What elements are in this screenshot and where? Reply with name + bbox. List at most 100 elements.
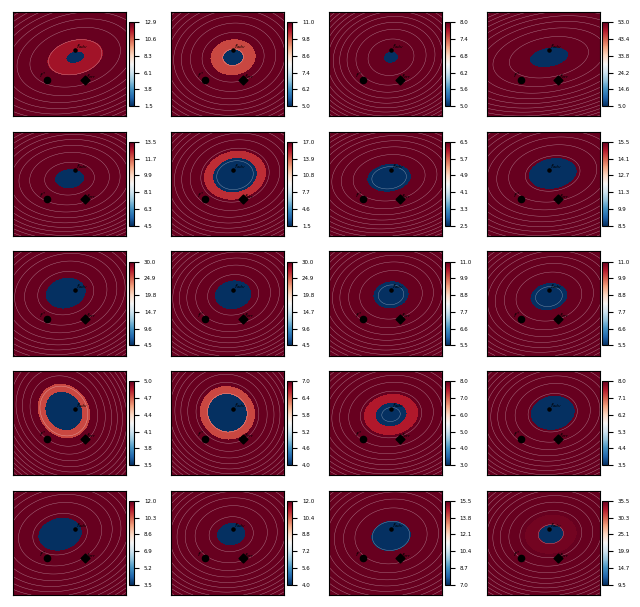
Text: $f_{adv}$: $f_{adv}$ [392,402,404,410]
Point [237,195,248,205]
Point [553,195,563,205]
Point [544,524,554,534]
Text: $f_{err}$: $f_{err}$ [401,551,412,560]
Point [228,524,238,534]
Text: $f_{err}$: $f_{err}$ [86,551,97,560]
Text: $f_{err}$: $f_{err}$ [401,311,412,320]
Text: $f_{adv}$: $f_{adv}$ [234,42,246,52]
Point [79,434,90,444]
Point [237,75,248,84]
Text: $f^*$: $f^*$ [513,549,520,559]
Text: $f_{adv}$: $f_{adv}$ [550,162,562,171]
Point [70,404,80,414]
Text: $f_{adv}$: $f_{adv}$ [234,521,246,530]
Point [396,75,406,84]
Point [544,165,554,175]
Point [358,75,368,84]
Text: $f_{err}$: $f_{err}$ [86,431,97,440]
Text: $f^*$: $f^*$ [39,549,47,559]
Point [228,46,238,55]
Point [70,46,80,55]
Text: $f_{err}$: $f_{err}$ [86,311,97,320]
Text: $f_{adv}$: $f_{adv}$ [550,402,562,410]
Text: $f^*$: $f^*$ [39,71,47,80]
Text: $f_{err}$: $f_{err}$ [401,192,412,200]
Point [42,195,52,205]
Point [42,554,52,563]
Point [79,75,90,84]
Text: $f_{adv}$: $f_{adv}$ [550,282,562,291]
Point [200,554,210,563]
Point [515,554,525,563]
Point [237,314,248,324]
Point [228,165,238,175]
Text: $f_{adv}$: $f_{adv}$ [76,521,88,530]
Point [237,554,248,563]
Point [42,75,52,84]
Text: $f^*$: $f^*$ [197,71,205,80]
Text: $f_{err}$: $f_{err}$ [243,72,254,81]
Point [386,285,396,294]
Point [42,314,52,324]
Point [544,46,554,55]
Text: $f_{err}$: $f_{err}$ [243,551,254,560]
Text: $f_{adv}$: $f_{adv}$ [550,42,562,52]
Point [386,46,396,55]
Point [358,434,368,444]
Point [515,314,525,324]
Point [200,195,210,205]
Point [515,195,525,205]
Point [553,75,563,84]
Point [553,314,563,324]
Text: $f_{adv}$: $f_{adv}$ [550,521,562,530]
Text: $f^*$: $f^*$ [39,191,47,200]
Point [79,195,90,205]
Text: $f_{err}$: $f_{err}$ [559,551,570,560]
Text: $f^*$: $f^*$ [39,430,47,439]
Text: $f_{adv}$: $f_{adv}$ [392,42,404,52]
Point [228,285,238,294]
Text: $f_{err}$: $f_{err}$ [243,311,254,320]
Text: $f_{err}$: $f_{err}$ [559,431,570,440]
Point [358,554,368,563]
Text: $f_{adv}$: $f_{adv}$ [234,282,246,291]
Text: $f_{adv}$: $f_{adv}$ [76,42,88,52]
Point [553,554,563,563]
Text: $f^*$: $f^*$ [513,430,520,439]
Text: $f^*$: $f^*$ [355,310,363,319]
Text: $f_{err}$: $f_{err}$ [243,192,254,200]
Text: $f_{err}$: $f_{err}$ [86,72,97,81]
Text: $f^*$: $f^*$ [197,310,205,319]
Point [386,404,396,414]
Point [237,434,248,444]
Text: $f_{adv}$: $f_{adv}$ [234,162,246,171]
Point [358,314,368,324]
Text: $f_{err}$: $f_{err}$ [559,311,570,320]
Text: $f^*$: $f^*$ [197,191,205,200]
Text: $f_{err}$: $f_{err}$ [401,72,412,81]
Point [396,554,406,563]
Text: $f_{err}$: $f_{err}$ [243,431,254,440]
Text: $f_{adv}$: $f_{adv}$ [76,402,88,410]
Text: $f^*$: $f^*$ [355,191,363,200]
Point [544,285,554,294]
Text: $f^*$: $f^*$ [197,430,205,439]
Point [42,434,52,444]
Text: $f_{adv}$: $f_{adv}$ [392,282,404,291]
Point [79,314,90,324]
Point [396,314,406,324]
Point [200,434,210,444]
Text: $f^*$: $f^*$ [355,549,363,559]
Point [515,434,525,444]
Text: $f^*$: $f^*$ [513,191,520,200]
Point [515,75,525,84]
Text: $f_{err}$: $f_{err}$ [559,192,570,200]
Point [544,404,554,414]
Text: $f_{err}$: $f_{err}$ [86,192,97,200]
Point [200,75,210,84]
Text: $f_{adv}$: $f_{adv}$ [76,162,88,171]
Text: $f_{adv}$: $f_{adv}$ [392,521,404,530]
Point [553,434,563,444]
Point [358,195,368,205]
Point [396,434,406,444]
